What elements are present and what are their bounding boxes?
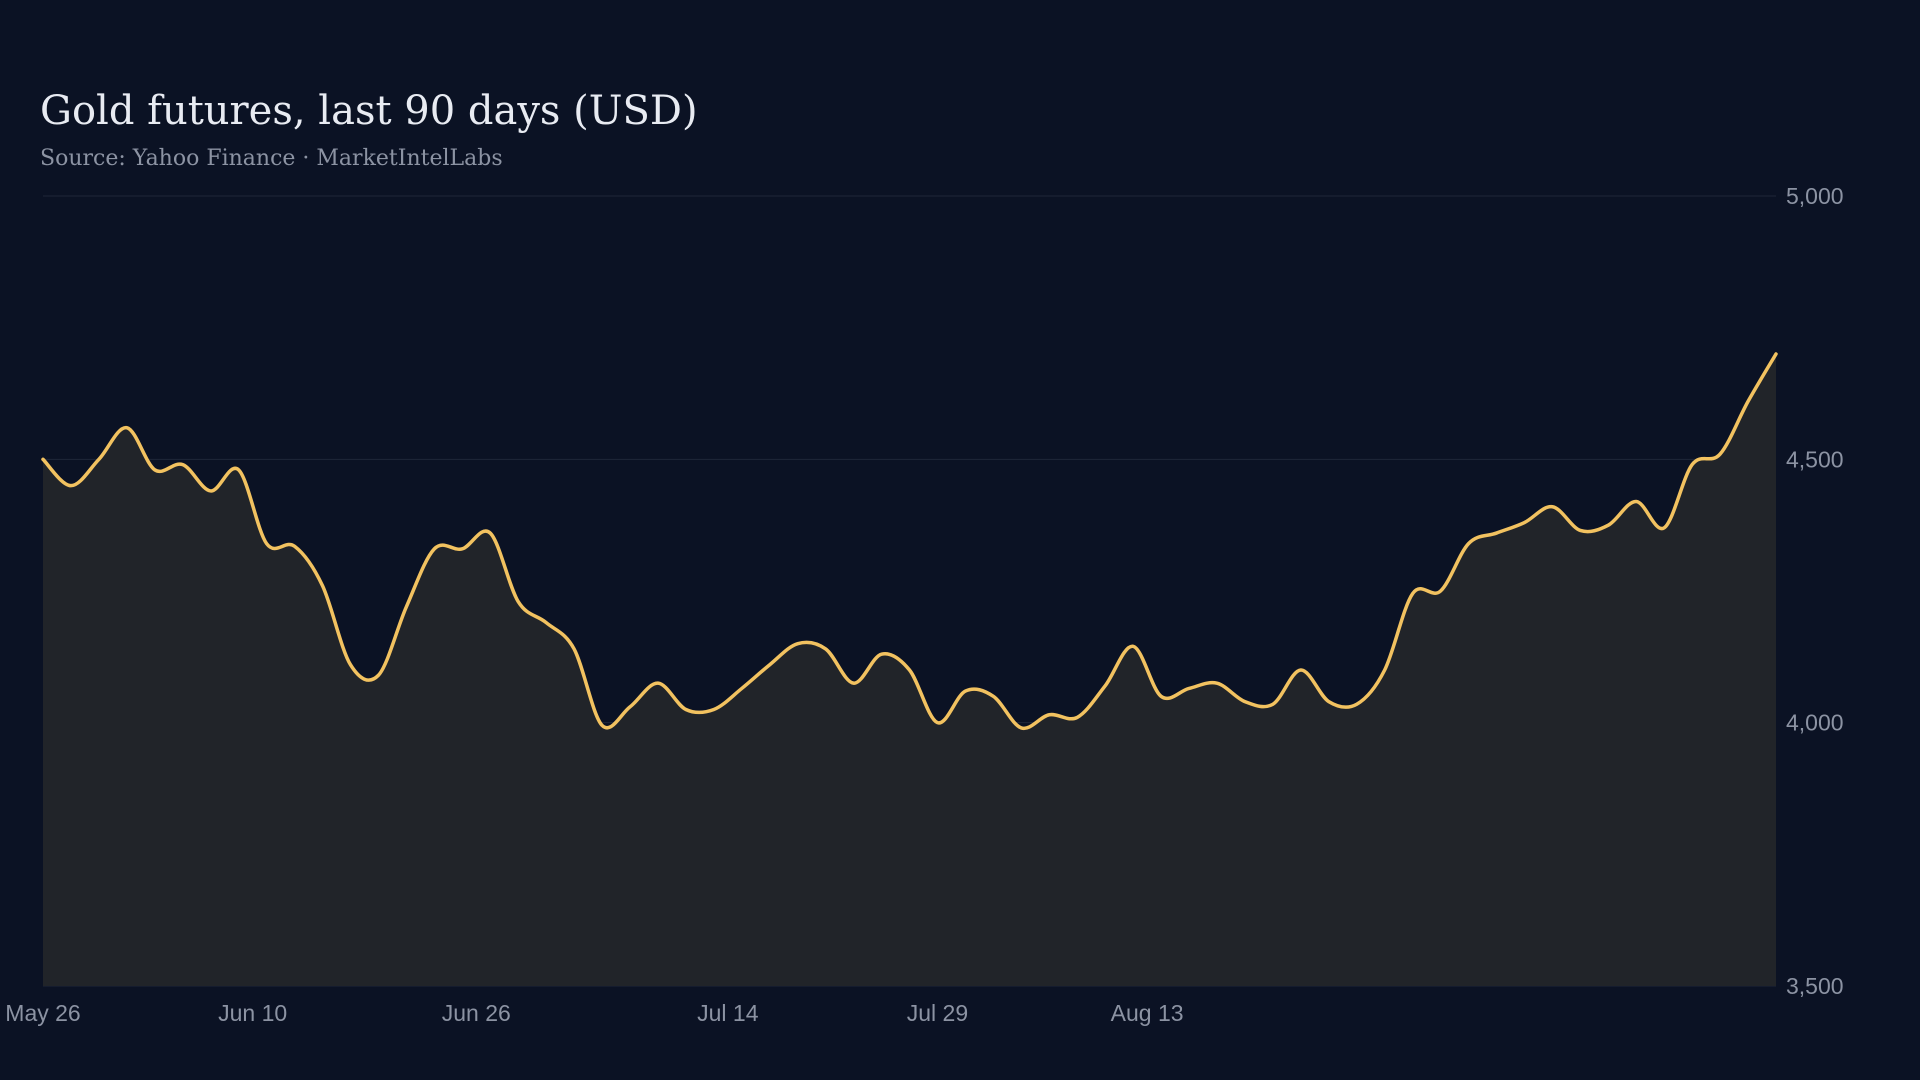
x-tick-label: Jul 14 [697, 1000, 759, 1026]
data-point [544, 621, 548, 625]
data-point [1131, 644, 1135, 648]
chart-title: Gold futures, last 90 days (USD) [40, 88, 698, 134]
data-point [41, 457, 45, 461]
data-point [125, 426, 129, 430]
y-tick-label: 5,000 [1786, 183, 1844, 209]
data-point [516, 600, 520, 604]
data-point [796, 642, 800, 646]
y-tick-label: 4,500 [1786, 446, 1844, 472]
data-point [265, 542, 269, 546]
data-point [1662, 526, 1666, 530]
data-point [1634, 499, 1638, 503]
data-point [432, 547, 436, 551]
data-point [656, 681, 660, 685]
data-point [1243, 700, 1247, 704]
x-tick-label: Jun 26 [442, 1000, 511, 1026]
y-axis: 5,000 4,500 4,000 3,500 [1786, 183, 1844, 999]
data-point [237, 468, 241, 472]
data-point [1746, 399, 1750, 403]
data-point [181, 463, 185, 467]
data-point [1355, 702, 1359, 706]
data-point [1774, 352, 1778, 356]
data-point [404, 605, 408, 609]
data-point [1494, 531, 1498, 535]
data-point [768, 663, 772, 667]
data-point [1718, 452, 1722, 456]
data-point [1467, 542, 1471, 546]
data-point [628, 705, 632, 709]
data-point [1019, 726, 1023, 730]
x-tick-label: May 26 [5, 1000, 80, 1026]
data-point [1159, 694, 1163, 698]
data-point [1550, 505, 1554, 509]
data-point [908, 668, 912, 672]
x-tick-label: Jul 29 [907, 1000, 968, 1026]
data-point [1411, 592, 1415, 596]
data-point [572, 647, 576, 651]
data-point [153, 468, 157, 472]
data-point [321, 584, 325, 588]
data-point [1187, 686, 1191, 690]
data-point [1606, 523, 1610, 527]
data-point [1271, 702, 1275, 706]
x-tick-label: Aug 13 [1111, 1000, 1184, 1026]
data-point [69, 484, 73, 488]
data-point [1578, 528, 1582, 532]
data-point [348, 663, 352, 667]
data-point [1522, 521, 1526, 525]
data-point [852, 681, 856, 685]
data-point [488, 531, 492, 535]
data-point [97, 457, 101, 461]
data-point [1383, 668, 1387, 672]
chart-subtitle: Source: Yahoo Finance · MarketIntelLabs [40, 146, 503, 171]
x-axis: May 26 Jun 10 Jun 26 Jul 14 Jul 29 Aug 13 [5, 1000, 1183, 1026]
data-point [880, 652, 884, 656]
x-tick-label: Jun 10 [218, 1000, 287, 1026]
data-point [1215, 681, 1219, 685]
price-line [41, 352, 1778, 731]
data-point [1439, 589, 1443, 593]
data-point [600, 723, 604, 727]
data-point [209, 489, 213, 493]
data-point [1047, 713, 1051, 717]
data-point [1075, 715, 1079, 719]
data-point [460, 547, 464, 551]
data-point [963, 689, 967, 693]
data-point [712, 708, 716, 712]
y-tick-label: 4,000 [1786, 710, 1844, 736]
data-point [1299, 668, 1303, 672]
data-point [376, 673, 380, 677]
data-point [1327, 700, 1331, 704]
data-point [293, 544, 297, 548]
y-tick-label: 3,500 [1786, 973, 1844, 999]
data-point [1690, 463, 1694, 467]
data-point [1103, 684, 1107, 688]
data-point [935, 721, 939, 725]
data-point [991, 694, 995, 698]
data-point [684, 708, 688, 712]
data-point [824, 647, 828, 651]
data-point [740, 686, 744, 690]
